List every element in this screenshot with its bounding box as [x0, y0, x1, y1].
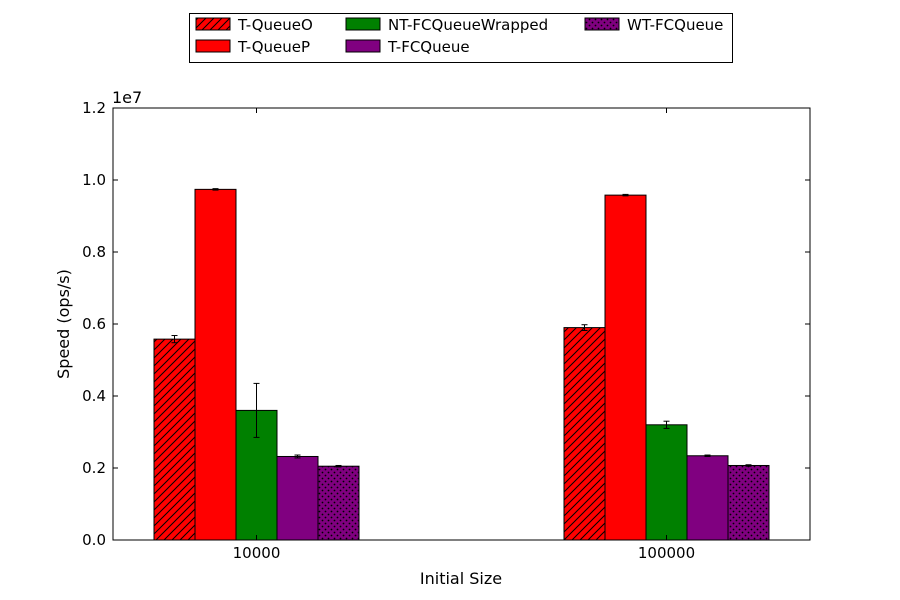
legend: T-QueueO T-QueueP NT-FCQueueWrapped T-FCQue… [189, 13, 733, 63]
legend-swatch [195, 39, 231, 53]
bar [194, 188, 237, 541]
legend-label: NT-FCQueueWrapped [388, 16, 548, 34]
y-tick-label: 1.2 [82, 99, 106, 117]
legend-label: T-QueueO [237, 16, 313, 34]
bar [645, 424, 688, 541]
legend-label: WT-FCQueue [627, 16, 723, 34]
bar [153, 338, 196, 541]
legend-swatch [195, 17, 231, 31]
bar [317, 465, 360, 541]
y-tick-label: 0.2 [82, 459, 106, 477]
bar [276, 455, 319, 541]
y-tick-label: 0.0 [82, 531, 106, 549]
y-tick-label: 0.8 [82, 243, 106, 261]
legend-label: T-QueueP [237, 38, 310, 56]
legend-swatch [345, 39, 381, 53]
bar [727, 464, 770, 541]
y-tick-label: 0.4 [82, 387, 106, 405]
legend-swatch [345, 17, 381, 31]
bar [604, 194, 647, 541]
x-tick-label: 10000 [233, 544, 281, 562]
legend-frame [189, 13, 733, 63]
legend-swatch [584, 17, 620, 31]
y-tick-label: 0.6 [82, 315, 106, 333]
plot-area [153, 188, 770, 541]
axes: 0.0 0.2 0.4 0.6 0.8 1.0 1.2 10000 100000 [82, 99, 811, 562]
bar [686, 455, 729, 541]
y-axis-label: Speed (ops/s) [54, 269, 73, 379]
y-scale-label: 1e7 [112, 88, 142, 107]
y-tick-label: 1.0 [82, 171, 106, 189]
legend-label: T-FCQueue [387, 38, 470, 56]
x-axis-label: Initial Size [420, 569, 502, 588]
bar [563, 327, 606, 541]
x-tick-label: 100000 [638, 544, 695, 562]
